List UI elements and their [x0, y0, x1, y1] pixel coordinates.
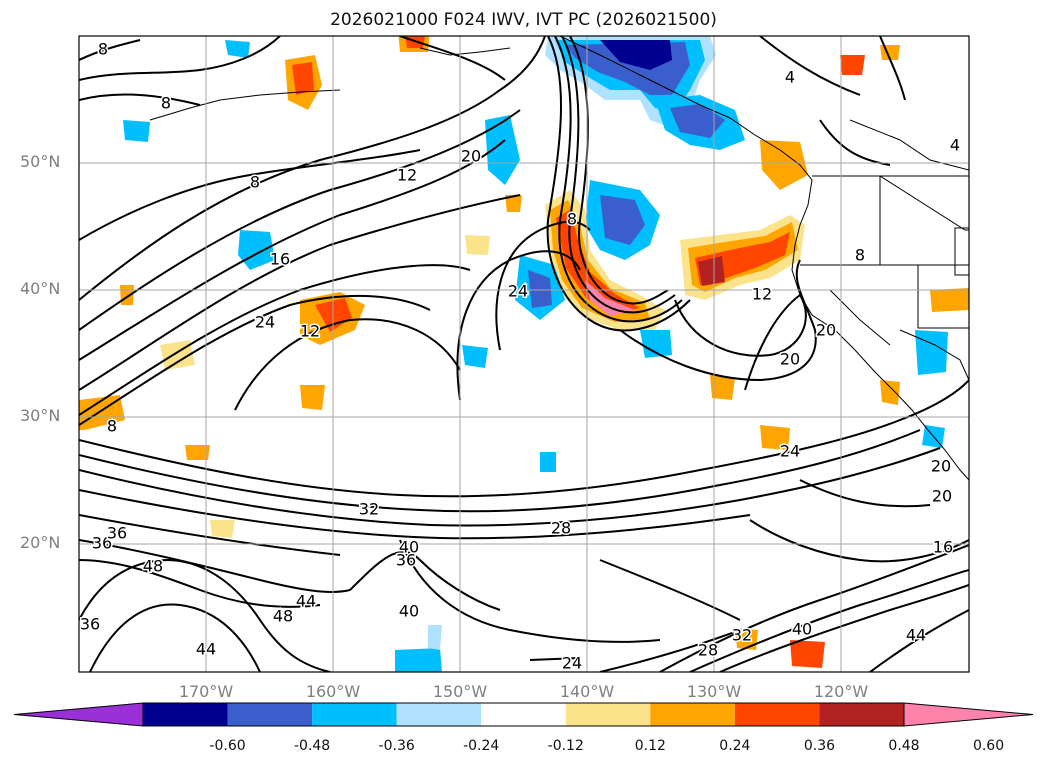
colorbar-swatch — [734, 703, 820, 726]
contour-label: 12 — [397, 166, 417, 185]
contour-label: 8 — [250, 173, 260, 192]
colorbar-tick-label: -0.24 — [463, 738, 500, 754]
contour-label: 20 — [932, 487, 952, 506]
coastlines — [149, 36, 969, 481]
contour-label: 48 — [273, 607, 293, 626]
contour-label: 40 — [399, 602, 419, 621]
contour-label: 20 — [816, 321, 836, 340]
lon-label-140w: 140°W — [559, 682, 615, 701]
colorbar-swatch — [396, 703, 482, 726]
contour-label: 40 — [792, 620, 812, 639]
colorbar-tick-label: 0.24 — [719, 738, 751, 754]
contour-label: 48 — [143, 557, 163, 576]
contour-label: 24 — [255, 313, 275, 332]
map-title: 2026021000 F024 IWV, IVT PC (2026021500) — [330, 10, 717, 30]
lat-label-30n: 30°N — [20, 406, 61, 425]
lon-label-160w: 160°W — [305, 682, 361, 701]
contour-label: 20 — [780, 350, 800, 369]
contour-label: 24 — [508, 282, 528, 301]
colorbar-tick-label: -0.60 — [209, 738, 246, 754]
colorbar-frame — [142, 702, 905, 727]
contour-label: 8 — [855, 246, 865, 265]
lon-label-130w: 130°W — [686, 682, 742, 701]
contour-label: 44 — [296, 592, 316, 611]
contour-label: 12 — [300, 322, 320, 341]
negative-anomaly-fill — [123, 36, 948, 672]
contour-label: 32 — [359, 500, 379, 519]
colorbar-swatch — [819, 703, 904, 726]
lon-label-120w: 120°W — [813, 682, 869, 701]
colorbar-extend-low — [13, 702, 144, 727]
contour-label: 20 — [461, 147, 481, 166]
contour-label: 28 — [698, 641, 718, 660]
contour-label: 32 — [732, 626, 752, 645]
contour-label: 12 — [752, 285, 772, 304]
colorbar-swatch — [565, 703, 651, 726]
contour-label: 44 — [196, 640, 216, 659]
colorbar-swatch — [650, 703, 735, 726]
lat-label-50n: 50°N — [20, 152, 61, 171]
plot-area — [79, 36, 969, 672]
colorbar-swatch — [312, 703, 397, 726]
lat-label-20n: 20°N — [20, 533, 61, 552]
contour-label: 28 — [551, 519, 571, 538]
colorbar-tick-label: 0.60 — [972, 738, 1005, 754]
contour-label: 36 — [80, 615, 100, 634]
contour-label: 24 — [780, 442, 800, 461]
lat-label-40n: 40°N — [20, 279, 61, 298]
contour-label: 8 — [161, 94, 171, 113]
contour-label: 4 — [950, 136, 960, 155]
colorbar-tick-label: 0.12 — [634, 738, 666, 754]
colorbar-swatch — [143, 703, 228, 726]
contour-label: 36 — [396, 551, 416, 570]
graticule — [79, 36, 969, 672]
colorbar-extend-high — [903, 702, 1034, 727]
contour-label: 44 — [906, 626, 926, 645]
colorbar-tick-label: -0.12 — [547, 738, 584, 754]
contour-label: 16 — [270, 250, 290, 269]
contour-label: 40 — [399, 538, 419, 557]
contour-label: 8 — [98, 40, 108, 59]
colorbar-tick-label: -0.48 — [293, 738, 331, 754]
contour-label: 16 — [933, 538, 953, 557]
lon-label-150w: 150°W — [432, 682, 488, 701]
colorbar — [13, 702, 1034, 727]
colorbar-tick-label: -0.36 — [378, 738, 415, 754]
positive-anomaly-fill — [79, 36, 969, 668]
contour-label: 20 — [931, 457, 951, 476]
contour-label: 36 — [92, 534, 112, 553]
iwv-contours — [79, 36, 969, 672]
colorbar-tick-label: 0.48 — [888, 738, 920, 754]
plot-frame — [78, 35, 970, 673]
contour-label: 36 — [107, 524, 127, 543]
contour-label: 8 — [107, 417, 117, 436]
colorbar-tick-label: 0.36 — [803, 738, 836, 754]
contour-label: 4 — [785, 68, 795, 87]
lon-label-170w: 170°W — [178, 682, 234, 701]
colorbar-swatch — [227, 703, 313, 726]
colorbar-swatch — [481, 703, 566, 726]
contour-label: 8 — [567, 210, 577, 229]
contour-label: 24 — [562, 654, 582, 673]
